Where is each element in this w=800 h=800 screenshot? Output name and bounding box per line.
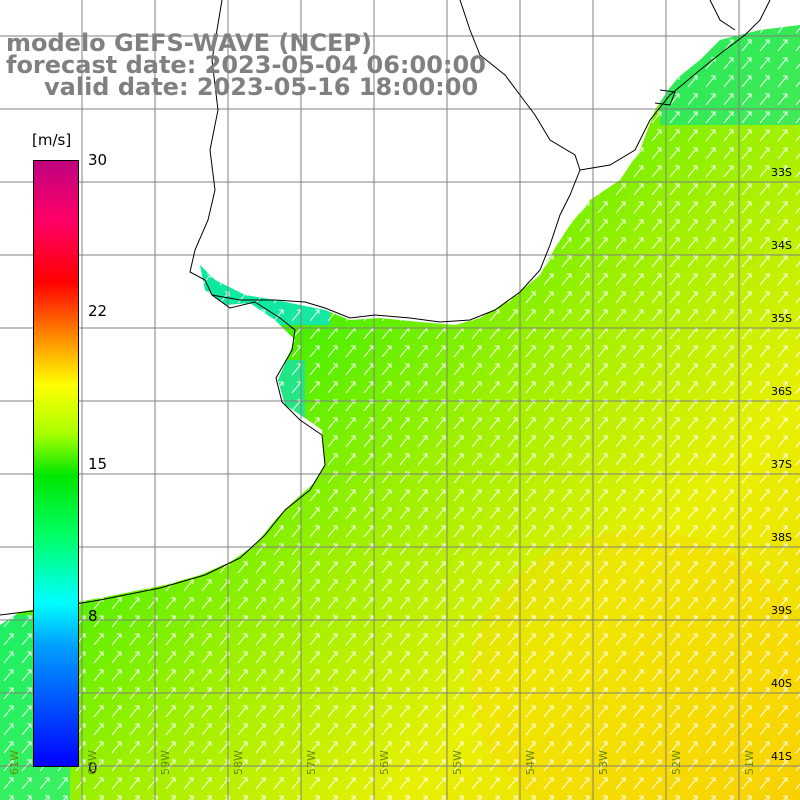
latitude-label: 33S — [771, 166, 792, 179]
longitude-label: 51W — [743, 750, 756, 775]
longitude-label: 57W — [305, 750, 318, 775]
latitude-label: 38S — [771, 531, 792, 544]
longitude-label: 61W — [8, 750, 21, 775]
latitude-label: 41S — [771, 750, 792, 763]
colorbar-tick: 0 — [88, 759, 98, 777]
colorbar-tick: 15 — [88, 455, 108, 473]
forecast-date: forecast date: 2023-05-04 06:00:00 — [6, 51, 486, 79]
colorbar — [33, 160, 79, 767]
longitude-label: 52W — [670, 750, 683, 775]
longitude-label: 59W — [159, 750, 172, 775]
colorbar-tick: 8 — [88, 607, 98, 625]
longitude-label: 56W — [378, 750, 391, 775]
model-title: modelo GEFS-WAVE (NCEP) — [6, 29, 372, 57]
latitude-label: 36S — [771, 385, 792, 398]
latitude-label: 34S — [771, 239, 792, 252]
latitude-label: 37S — [771, 458, 792, 471]
latitude-label: 39S — [771, 604, 792, 617]
colorbar-tick: 30 — [88, 151, 108, 169]
longitude-label: 58W — [232, 750, 245, 775]
longitude-label: 53W — [597, 750, 610, 775]
longitude-label: 60W — [86, 750, 99, 775]
longitude-label: 54W — [524, 750, 537, 775]
valid-date: valid date: 2023-05-16 18:00:00 — [44, 73, 479, 101]
latitude-label: 35S — [771, 312, 792, 325]
latitude-label: 40S — [771, 677, 792, 690]
longitude-label: 55W — [451, 750, 464, 775]
colorbar-unit: [m/s] — [32, 131, 72, 149]
coastline — [0, 0, 771, 616]
colorbar-tick: 22 — [88, 302, 108, 320]
